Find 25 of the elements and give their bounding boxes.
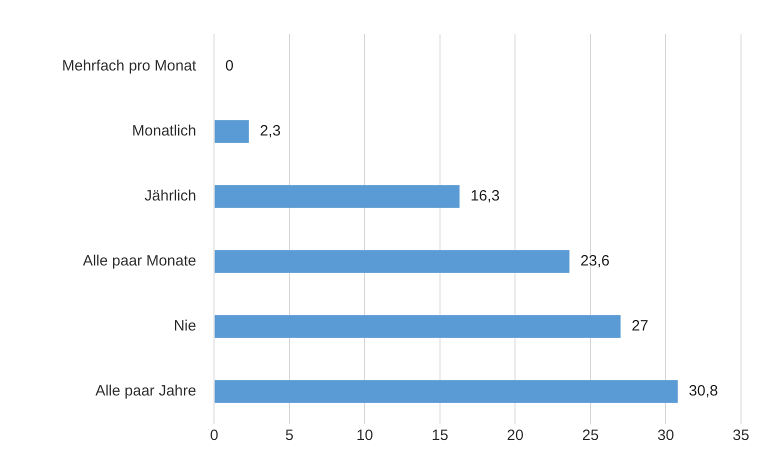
data-label: 0: [225, 58, 234, 75]
data-label: 27: [632, 318, 648, 335]
x-tick-label: 10: [356, 427, 374, 444]
bar: [214, 185, 460, 208]
x-tick-label: 30: [657, 427, 674, 444]
y-tick-label: Mehrfach pro Monat: [62, 58, 198, 75]
x-tick-label: 0: [210, 427, 218, 444]
bar: [214, 120, 249, 143]
data-label: 16,3: [470, 188, 500, 205]
y-tick-label: Nie: [174, 318, 196, 335]
data-label: 30,8: [688, 382, 718, 400]
bar: [214, 380, 678, 403]
data-label: 2,3: [260, 122, 281, 140]
x-tick-label: 35: [732, 427, 750, 444]
x-tick-label: 20: [506, 427, 524, 444]
y-tick-label: Jährlich: [144, 188, 196, 205]
bar: [214, 250, 570, 273]
x-tick-label: 5: [285, 427, 294, 444]
x-tick-label: 25: [582, 427, 599, 444]
x-tick-label: 15: [432, 427, 448, 444]
y-tick-label: Alle paar Monate: [82, 252, 196, 270]
bar: [214, 315, 621, 338]
y-tick-label: Alle paar Jahre: [95, 382, 196, 400]
y-tick-label: Monatlich: [132, 122, 196, 140]
data-label: 23,6: [580, 252, 610, 270]
